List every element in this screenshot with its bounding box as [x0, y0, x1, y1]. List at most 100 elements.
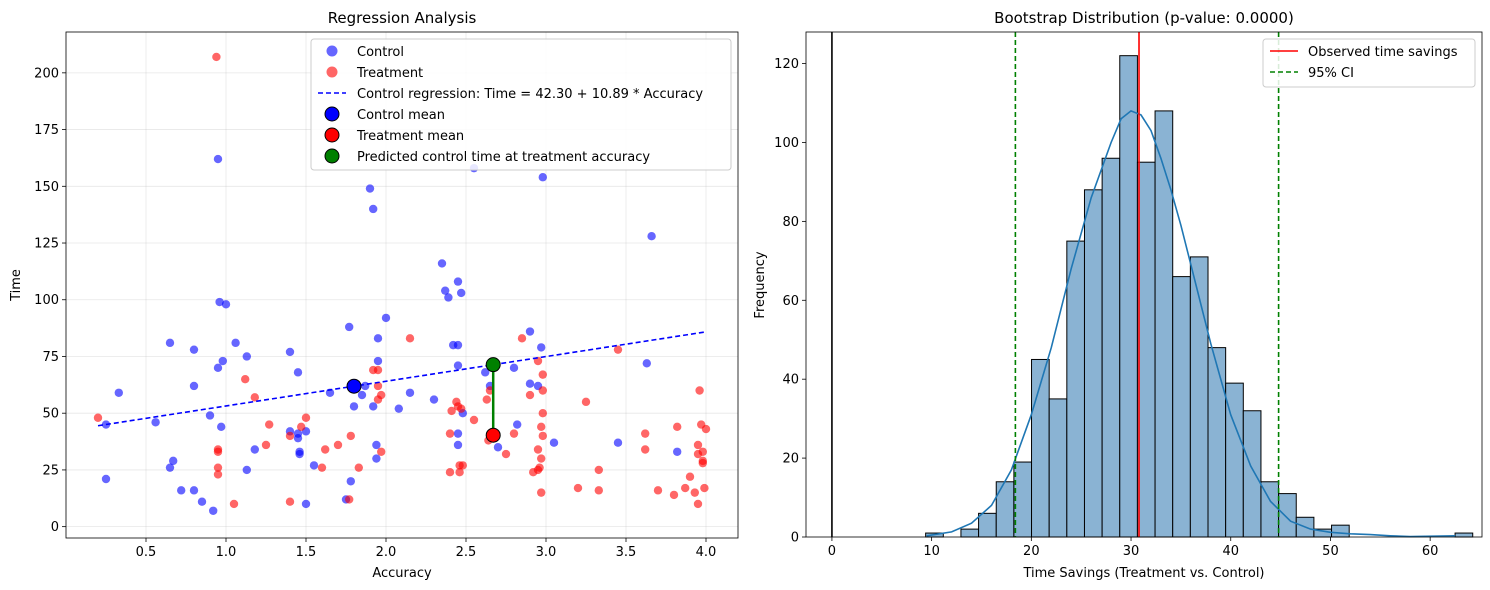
regression-ylabel: Time — [9, 269, 24, 302]
bootstrap-plot-frame — [805, 31, 1483, 538]
histogram-bar — [1331, 524, 1350, 538]
control-point — [437, 259, 447, 268]
bootstrap-ytick-label: 100 — [774, 136, 799, 151]
regression-chart: 0.5 1.0 1.5 2.0 2.5 3.0 3.5 4.0 0 25 50 75 100 125 150… — [9, 9, 739, 581]
treatment-point — [695, 386, 704, 395]
treatment-point — [693, 440, 703, 450]
treatment-point — [345, 495, 354, 504]
treatment-point — [297, 422, 306, 432]
treatment-point — [538, 431, 547, 441]
treatment-point — [517, 334, 527, 343]
histogram-bar — [1083, 189, 1103, 538]
bootstrap-xtick-label: 60 — [1422, 544, 1439, 559]
treatment-point — [538, 409, 547, 418]
histogram-bar — [1278, 493, 1297, 538]
bootstrap-xtick-label: 30 — [1123, 544, 1140, 559]
control-point — [242, 465, 251, 475]
control-point — [213, 363, 223, 373]
treatment-point — [250, 393, 259, 402]
treatment-point — [538, 370, 547, 379]
histogram-bar — [1242, 410, 1262, 538]
bootstrap-ytick-label: 20 — [782, 452, 799, 467]
control-point — [369, 402, 378, 411]
control-point — [453, 440, 463, 450]
treatment-point — [457, 404, 466, 413]
control-point — [647, 232, 656, 241]
regression-ticks: 0.5 1.0 1.5 2.0 2.5 3.0 3.5 4.0 0 25 50 75 100 125 150… — [34, 66, 716, 560]
treatment-point — [373, 365, 383, 375]
regression-overlay — [97, 331, 707, 443]
treatment-point — [333, 440, 343, 450]
bootstrap-ytick-label: 80 — [782, 215, 799, 230]
control-point — [613, 438, 623, 447]
control-point — [218, 356, 227, 366]
control-point — [673, 447, 682, 456]
treatment-mean-marker — [485, 427, 501, 443]
control-point — [453, 340, 463, 350]
bootstrap-ytick-label: 120 — [774, 57, 799, 72]
treatment-point — [613, 345, 623, 354]
treatment-point — [213, 463, 223, 472]
treatment-point — [317, 463, 327, 472]
treatment-point — [533, 356, 543, 366]
control-point — [537, 343, 546, 352]
histogram-bar — [995, 481, 1015, 538]
control-point — [513, 420, 522, 429]
treatment-point — [700, 483, 709, 493]
treatment-point — [535, 463, 544, 472]
control-point — [365, 184, 375, 193]
bootstrap-overlay — [831, 32, 1456, 538]
control-point — [295, 449, 304, 459]
treatment-point — [229, 499, 239, 509]
control-point — [493, 443, 503, 452]
histogram-bar — [1119, 55, 1138, 538]
treatment-point — [261, 440, 271, 450]
control-point — [381, 313, 391, 323]
control-point — [444, 293, 453, 302]
regression-xtick-label: 4.0 — [696, 545, 717, 560]
control-point — [197, 497, 207, 506]
treatment-point — [501, 449, 511, 459]
control-point — [209, 506, 218, 515]
regression-plot-frame — [65, 31, 739, 539]
regression-xtick-label: 0.5 — [136, 545, 157, 560]
control-mean-marker — [346, 378, 362, 394]
regression-xtick-label: 1.0 — [216, 545, 237, 560]
control-point — [525, 327, 535, 336]
control-point — [309, 461, 319, 470]
treatment-point — [581, 397, 591, 407]
regression-legend: Control Treatment Control regression: Ti… — [310, 38, 732, 171]
kde-curve — [926, 109, 1456, 538]
bootstrap-ytick-label: 0 — [791, 531, 799, 546]
treatment-point — [445, 429, 455, 438]
control-point — [301, 499, 311, 509]
treatment-point — [377, 447, 386, 456]
treatment-point — [285, 497, 295, 506]
regression-ytick-label: 100 — [34, 293, 59, 308]
control-point — [169, 456, 178, 466]
control-point — [538, 173, 547, 182]
control-point — [453, 361, 463, 370]
treatment-point — [533, 445, 543, 454]
control-point — [101, 474, 111, 484]
regression-points — [93, 52, 711, 515]
regression-ytick-label: 200 — [34, 66, 59, 81]
treatment-point — [213, 470, 223, 479]
control-point — [453, 277, 463, 286]
control-point — [372, 454, 381, 463]
treatment-point — [213, 445, 223, 454]
histogram-bar — [978, 512, 997, 538]
legend-treatment-mean-label: Treatment mean — [356, 129, 464, 144]
regression-xtick-label: 2.0 — [376, 545, 397, 560]
control-point — [372, 440, 381, 450]
histogram-bar — [1154, 110, 1174, 538]
legend-treatment-marker — [326, 66, 338, 78]
histogram-bar — [1172, 276, 1191, 538]
regression-ytick-label: 125 — [34, 237, 59, 252]
treatment-point — [346, 431, 355, 441]
control-point — [189, 486, 199, 495]
regression-ytick-label: 25 — [42, 463, 59, 478]
treatment-point — [673, 422, 682, 432]
treatment-point — [455, 467, 464, 477]
